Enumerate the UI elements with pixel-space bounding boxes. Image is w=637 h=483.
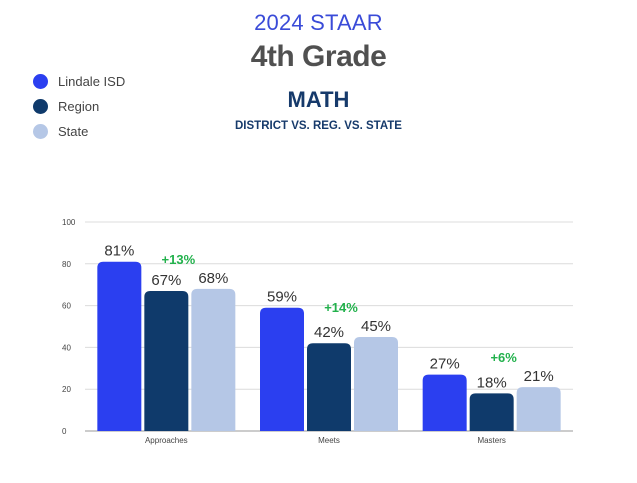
data-label-region-masters: 18%	[477, 374, 507, 391]
bar-lindale-meets	[260, 307, 304, 431]
y-tick-label-60: 60	[62, 302, 71, 311]
x-category-label-meets: Meets	[318, 436, 340, 445]
legend-item-lindale: Lindale ISD	[33, 69, 125, 93]
data-label-state-meets: 45%	[361, 318, 391, 335]
bar-region-meets	[307, 343, 351, 431]
data-label-region-approaches: 67%	[151, 272, 181, 289]
x-category-label-approaches: Approaches	[145, 436, 188, 445]
y-tick-label-0: 0	[62, 427, 67, 436]
bar-region-approaches	[144, 290, 189, 431]
data-label-lindale-approaches: 81%	[104, 243, 134, 260]
legend-item-state: State	[33, 119, 125, 143]
x-category-label-masters: Masters	[477, 436, 505, 445]
legend-item-region: Region	[33, 94, 125, 118]
data-label-lindale-masters: 27%	[430, 356, 460, 373]
diff-annotation-approaches: +13%	[162, 252, 196, 267]
data-label-region-meets: 42%	[314, 324, 344, 341]
bar-state-masters	[516, 387, 561, 431]
y-tick-label-100: 100	[62, 218, 76, 227]
chart-legend: Lindale ISD Region State	[33, 69, 125, 144]
chart-title-grade: 4th Grade	[250, 40, 387, 73]
legend-swatch-state	[33, 123, 48, 139]
bar-lindale-masters	[422, 374, 467, 431]
data-label-state-approaches: 68%	[198, 270, 228, 287]
legend-label-region: Region	[58, 98, 100, 114]
data-label-lindale-meets: 59%	[267, 289, 297, 306]
bar-state-meets	[354, 336, 398, 431]
diff-annotation-meets: +14%	[324, 300, 358, 315]
legend-swatch-region	[33, 98, 48, 114]
chart-title-year: 2024 STAAR	[254, 10, 383, 35]
data-label-state-masters: 21%	[524, 368, 554, 385]
chart-title-subject: MATH	[287, 87, 350, 112]
legend-label-state: State	[58, 123, 89, 139]
bar-lindale-approaches	[97, 261, 142, 431]
diff-annotation-masters: +6%	[490, 350, 517, 365]
bar-state-approaches	[191, 288, 236, 431]
legend-swatch-lindale	[33, 73, 48, 89]
y-tick-label-80: 80	[62, 260, 71, 269]
bar-region-masters	[469, 393, 514, 431]
chart-subtitle: DISTRICT VS. REG. VS. STATE	[235, 120, 402, 132]
y-tick-label-40: 40	[62, 343, 71, 352]
y-tick-label-20: 20	[62, 385, 71, 394]
legend-label-lindale: Lindale ISD	[58, 73, 126, 89]
